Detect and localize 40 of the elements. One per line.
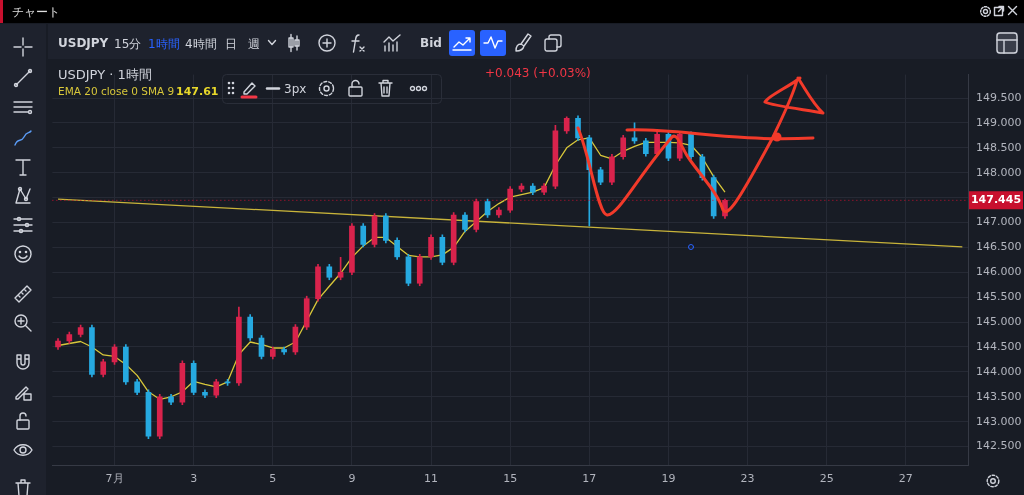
text: Bid	[420, 36, 442, 50]
y-tick-label: 144.000	[976, 364, 1022, 378]
chart-subtitle: USDJPY · 1時間	[58, 66, 152, 84]
annotation: 147.61	[176, 85, 219, 98]
text: 週	[248, 36, 260, 53]
y-tick-label: 148.000	[976, 165, 1022, 179]
y-tick-label: 146.500	[976, 240, 1022, 254]
x-tick-label: 3	[190, 472, 198, 486]
ref-line-label: 147.445	[970, 193, 1022, 207]
y-tick-label: 145.000	[976, 314, 1022, 328]
annotation: +0.043 (+0.03%)	[485, 66, 591, 80]
x-tick-label: 15	[503, 472, 518, 486]
text: 15分	[114, 36, 142, 53]
text: USDJPY	[58, 36, 109, 50]
x-tick-label: 27	[898, 472, 913, 486]
y-tick-label: 147.000	[976, 215, 1022, 229]
x-tick-label: 9	[348, 472, 356, 486]
annotation: 3px	[284, 82, 307, 96]
y-tick-label: 145.500	[976, 290, 1022, 304]
y-tick-label: 142.500	[976, 439, 1022, 453]
floating-toolbar: 3px	[222, 74, 442, 104]
x-tick-label: 17	[582, 472, 597, 486]
text: 4時間	[185, 36, 217, 53]
y-tick-label: 149.000	[976, 115, 1022, 129]
x-tick-label: 5	[269, 472, 277, 486]
y-tick-label: 144.500	[976, 339, 1022, 353]
text: 1時間	[148, 36, 180, 53]
text: 日	[225, 36, 237, 53]
y-tick-label: 149.500	[976, 90, 1022, 104]
text: EMA 20 close 0 SMA 9	[58, 85, 175, 97]
x-tick-label: 11	[424, 472, 439, 486]
y-tick-label: 143.500	[976, 389, 1022, 403]
x-tick-label: 25	[819, 472, 834, 486]
y-tick-label: 148.500	[976, 140, 1022, 154]
y-tick-label: 143.000	[976, 414, 1022, 428]
y-tick-label: 146.000	[976, 265, 1022, 279]
chart-title: チャート	[12, 4, 60, 21]
x-tick-label: 19	[661, 472, 676, 486]
x-tick-label: 7月	[105, 472, 124, 486]
x-tick-label: 23	[740, 472, 755, 486]
